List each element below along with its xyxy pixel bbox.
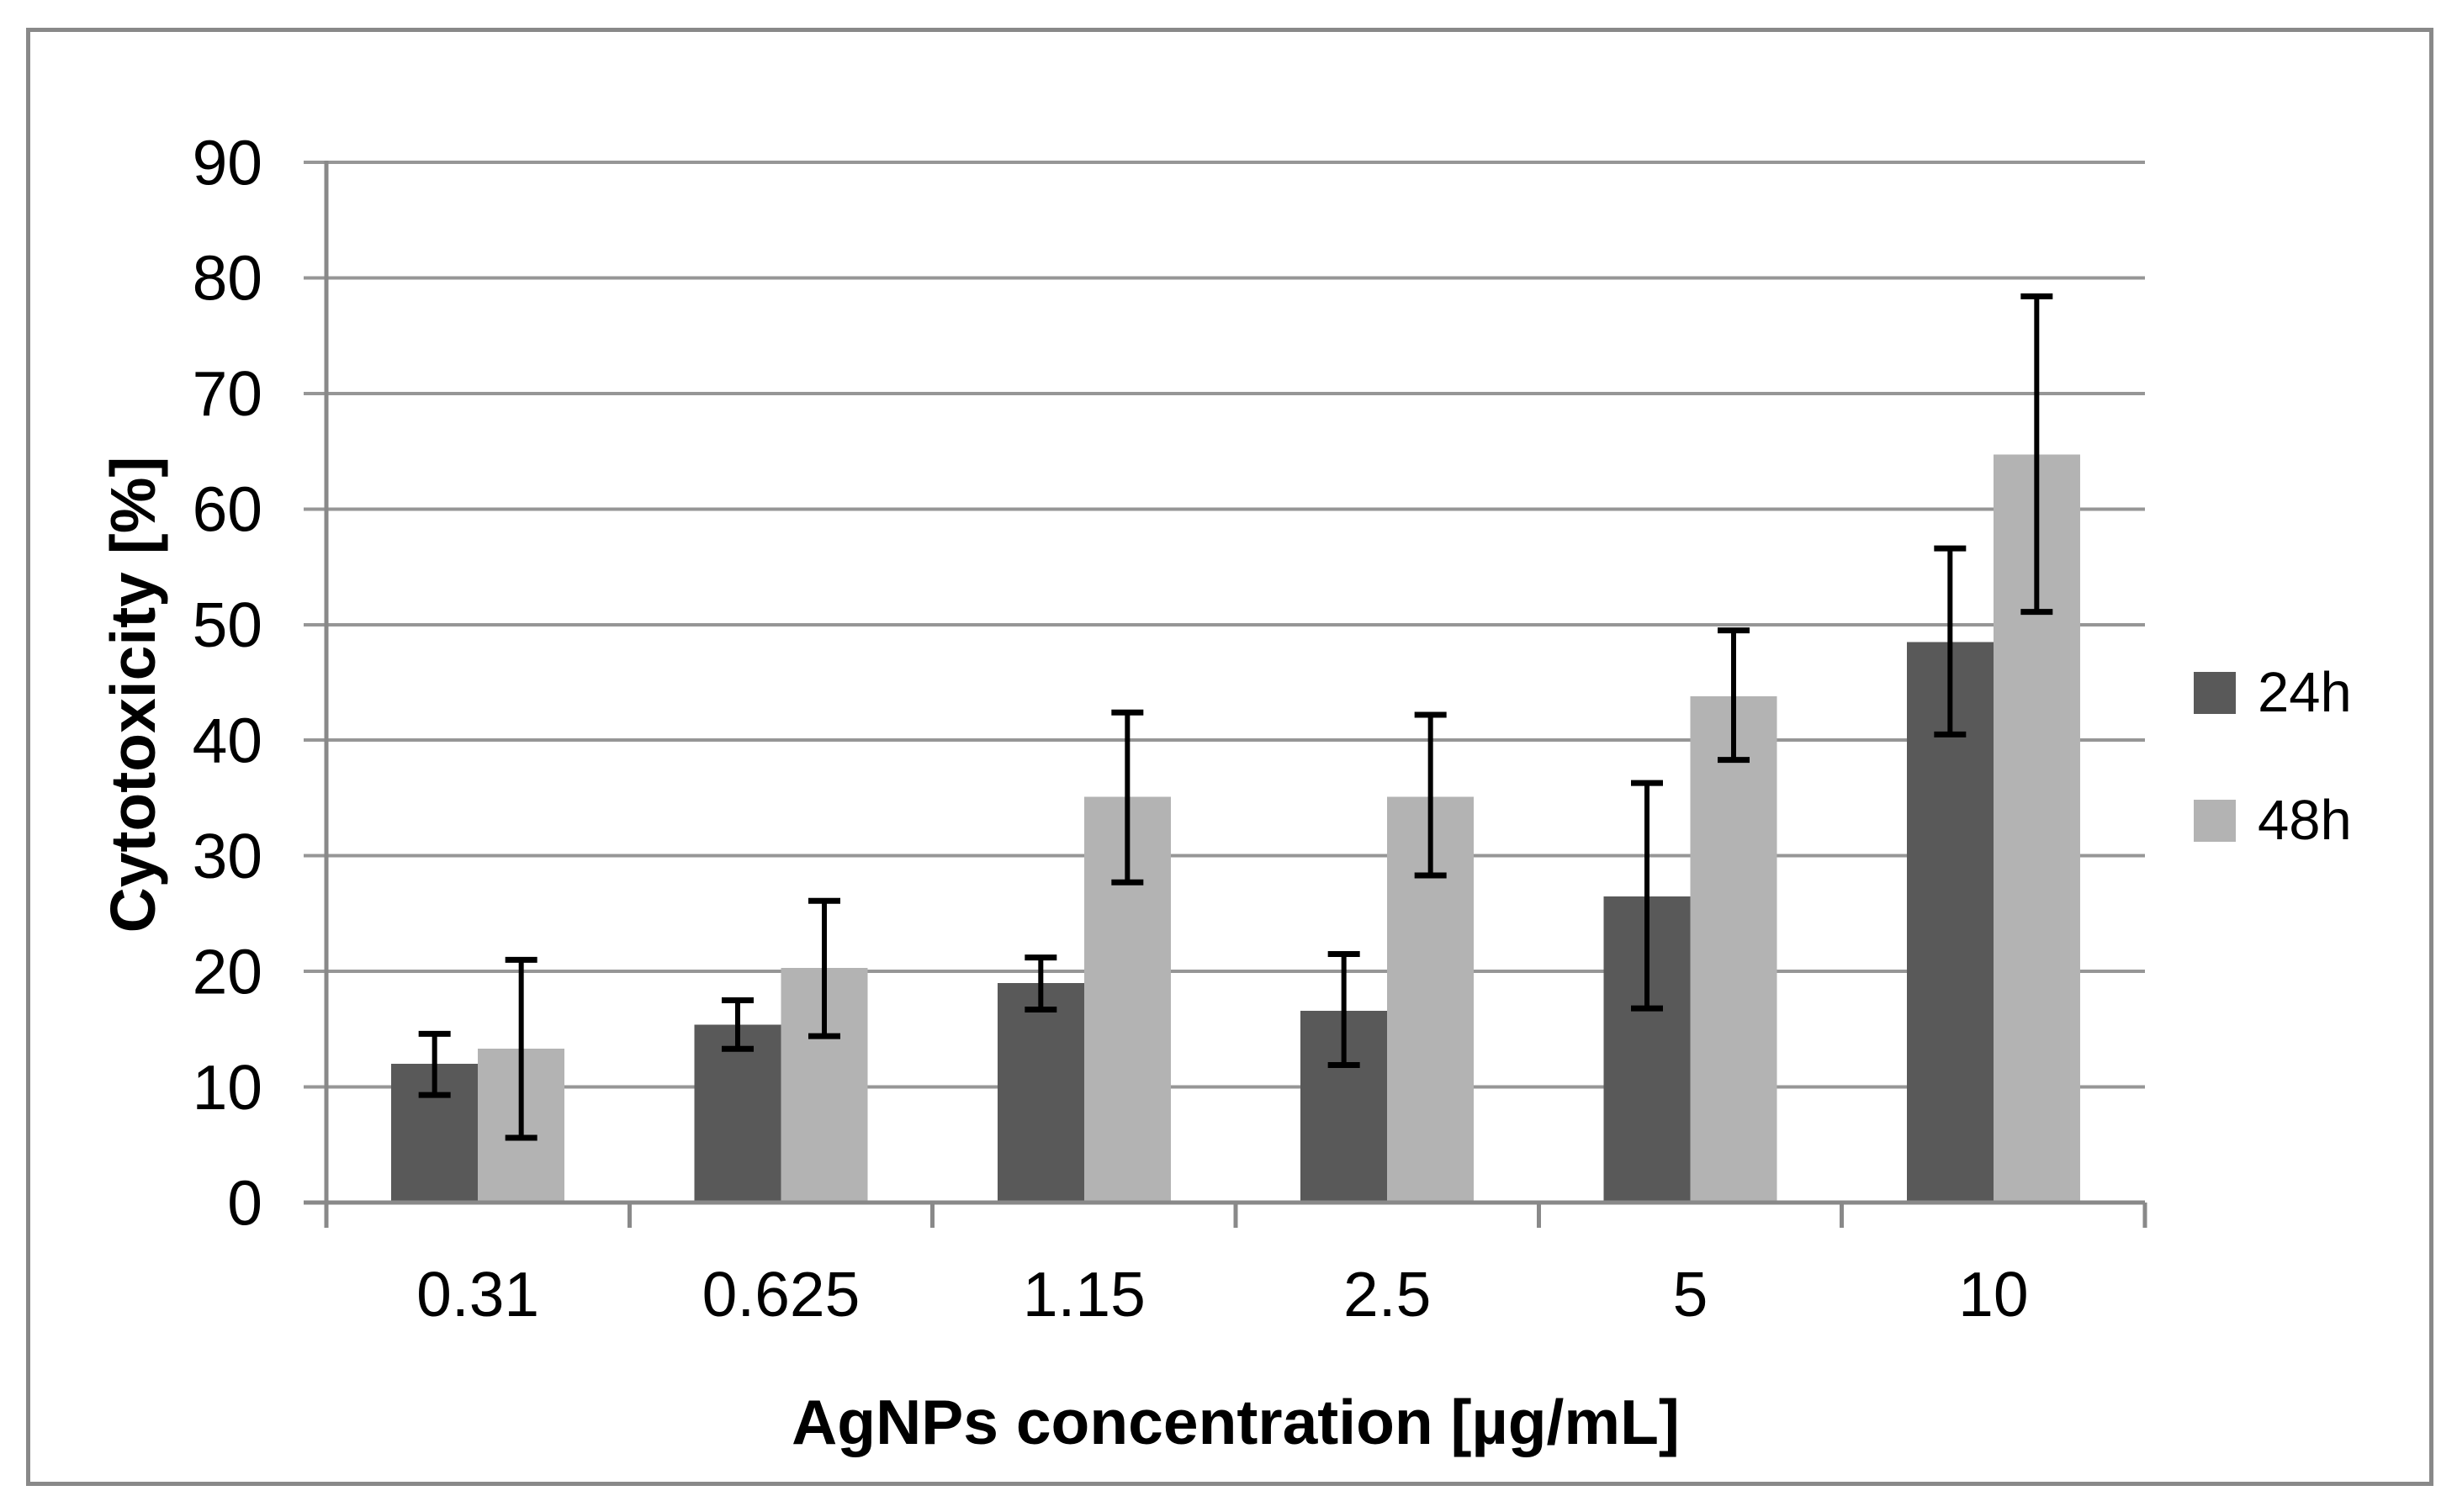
legend-swatch-48h <box>2194 800 2236 842</box>
y-tick-label-70: 70 <box>193 358 262 429</box>
legend-item-48h: 48h <box>2194 789 2352 852</box>
legend-label-48h: 48h <box>2258 789 2352 852</box>
error-bar-24h-10 <box>1934 545 1967 737</box>
y-tick-label-30: 30 <box>193 821 262 891</box>
bar-24h-0.625 <box>694 1024 781 1203</box>
y-tick-label-0: 0 <box>227 1167 262 1238</box>
error-bar-48h-5 <box>1718 627 1750 764</box>
error-bar-24h-0.625 <box>722 997 754 1052</box>
y-tick-label-60: 60 <box>193 474 262 545</box>
x-axis-title: AgNPs concentration [µg/mL] <box>792 1387 1680 1457</box>
x-category-label-0.31: 0.31 <box>416 1259 539 1330</box>
error-bar-24h-5 <box>1631 780 1663 1012</box>
y-tick-label-50: 50 <box>193 589 262 660</box>
error-bar-48h-2.5 <box>1414 711 1447 879</box>
legend: 24h 48h <box>2194 661 2352 852</box>
error-bar-48h-0.625 <box>808 897 840 1039</box>
y-tick-label-20: 20 <box>193 936 262 1007</box>
x-category-label-0.625: 0.625 <box>702 1259 860 1330</box>
y-axis-title: Cytotoxicity [%] <box>98 456 168 933</box>
legend-swatch-24h <box>2194 672 2236 714</box>
x-category-label-2.5: 2.5 <box>1343 1259 1431 1330</box>
y-tick-label-90: 90 <box>193 127 262 198</box>
y-tick-label-40: 40 <box>193 705 262 775</box>
error-bar-24h-0.31 <box>418 1030 451 1098</box>
x-category-label-1.15: 1.15 <box>1023 1259 1146 1330</box>
x-category-label-10: 10 <box>1958 1259 2028 1330</box>
error-bar-48h-1.15 <box>1111 709 1144 886</box>
error-bar-48h-0.31 <box>505 956 537 1141</box>
x-category-label-5: 5 <box>1673 1259 1708 1330</box>
bar-48h-5 <box>1690 695 1777 1203</box>
error-bar-48h-10 <box>2020 293 2053 616</box>
error-bar-24h-2.5 <box>1327 950 1360 1068</box>
y-tick-label-10: 10 <box>193 1052 262 1123</box>
error-bar-24h-1.15 <box>1025 954 1057 1012</box>
y-tick-label-80: 80 <box>193 243 262 314</box>
figure-border <box>26 28 2433 1486</box>
legend-item-24h: 24h <box>2194 661 2352 724</box>
legend-label-24h: 24h <box>2258 661 2352 724</box>
bar-24h-1.15 <box>997 982 1084 1203</box>
